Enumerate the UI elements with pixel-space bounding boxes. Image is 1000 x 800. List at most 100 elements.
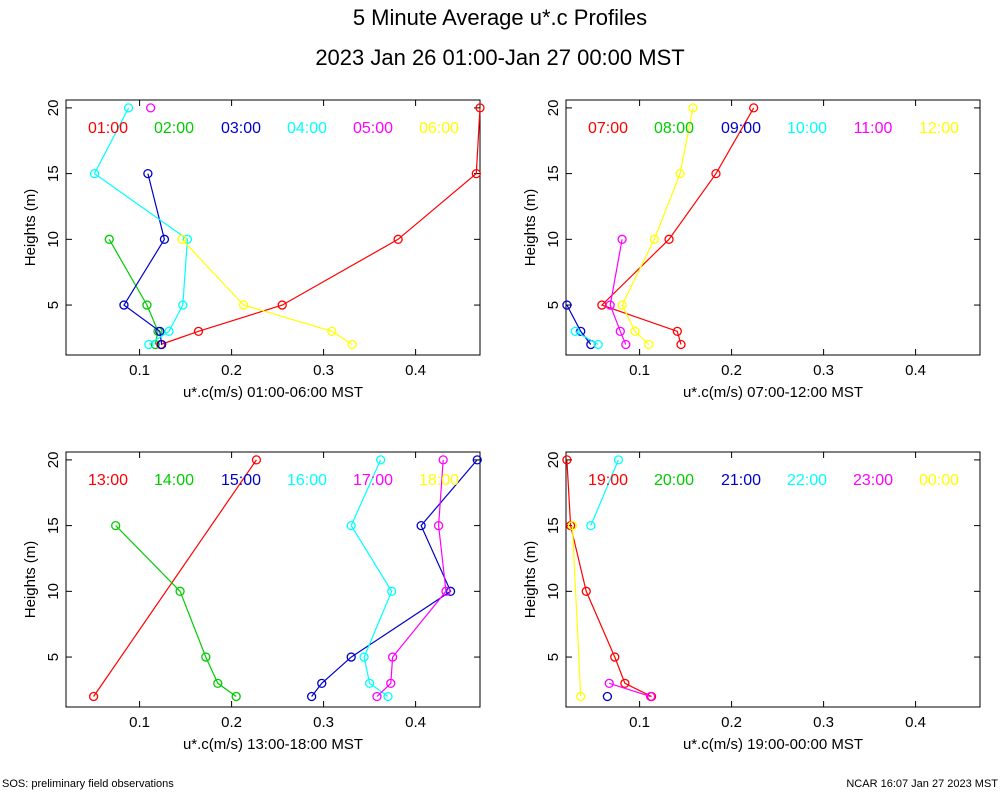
- legend-entry: 23:00: [853, 472, 893, 489]
- footer-left: SOS: preliminary field observations: [2, 778, 174, 790]
- data-point: [157, 339, 167, 350]
- data-point: [711, 168, 721, 179]
- legend-entry: 05:00: [353, 120, 393, 137]
- legend-entry: 15:00: [221, 472, 261, 489]
- data-point: [649, 234, 659, 244]
- y-tick-label: 5: [545, 301, 562, 309]
- data-point: [617, 234, 627, 244]
- data-point: [620, 678, 630, 688]
- data-point: [347, 339, 357, 350]
- y-tick-label: 20: [545, 452, 562, 469]
- legend-entry: 06:00: [419, 120, 459, 137]
- series-line: [609, 682, 651, 698]
- series-line: [181, 238, 353, 346]
- data-point: [581, 586, 591, 596]
- legend-entry: 01:00: [88, 120, 128, 137]
- legend-entry: 14:00: [154, 472, 194, 489]
- data-point: [416, 520, 426, 531]
- series-line: [590, 459, 619, 526]
- data-point: [346, 652, 356, 662]
- data-point: [387, 652, 398, 662]
- data-point: [231, 691, 241, 702]
- data-point: [676, 339, 686, 350]
- data-point: [438, 455, 448, 465]
- data-point: [159, 234, 170, 244]
- data-point: [570, 326, 580, 336]
- chart-title: 5 Minute Average u*.c Profiles: [353, 5, 647, 30]
- plot-frame: [565, 99, 981, 356]
- y-tick-label: 5: [45, 301, 62, 309]
- data-point: [164, 326, 174, 336]
- chart-panel: 0.1 0.2 0.3 0.4 5 10 15 20 u*.c(m/s) 07:00-12:00…: [522, 99, 981, 401]
- legend-entry: 00:00: [919, 472, 959, 489]
- data-point: [88, 691, 99, 702]
- series-line: [566, 459, 652, 698]
- data-point: [688, 103, 698, 113]
- legend-entry: 12:00: [919, 120, 959, 137]
- x-tick-label: 0.2: [721, 362, 742, 379]
- plot-frame: [65, 99, 481, 356]
- chart-subtitle: 2023 Jan 26 01:00-Jan 27 00:00 MST: [315, 45, 684, 70]
- x-tick-label: 0.3: [313, 714, 334, 731]
- x-tick-label: 0.4: [905, 362, 926, 379]
- x-tick-label: 0.3: [813, 714, 834, 731]
- data-point: [175, 586, 185, 596]
- series-line: [115, 525, 237, 697]
- data-point: [372, 691, 382, 702]
- data-point: [675, 168, 685, 179]
- data-point: [375, 455, 386, 465]
- data-point: [615, 326, 625, 336]
- data-point: [155, 326, 165, 336]
- data-point: [193, 326, 204, 336]
- data-point: [664, 234, 674, 244]
- data-point: [602, 691, 613, 702]
- chart-panel: 0.1 0.2 0.3 0.4 5 10 15 20 u*.c(m/s) 19:00-00:00…: [522, 451, 981, 753]
- y-tick-label: 10: [45, 583, 62, 600]
- data-point: [213, 678, 223, 688]
- series-line: [350, 459, 393, 697]
- panels-group: 0.1 0.2 0.3 0.4 5 10 15 20 u*.c(m/s) 01:00-06:00…: [22, 99, 981, 753]
- y-tick-label: 15: [545, 165, 562, 182]
- x-tick-label: 0.4: [905, 714, 926, 731]
- data-point: [567, 520, 578, 531]
- x-tick-label: 0.1: [629, 714, 650, 731]
- series-line: [160, 107, 481, 346]
- data-point: [201, 652, 211, 662]
- data-point: [387, 586, 397, 596]
- footer-right: NCAR 16:07 Jan 27 2023 MST: [846, 778, 998, 790]
- data-point: [182, 234, 193, 244]
- data-point: [610, 652, 620, 662]
- series-group: [562, 455, 657, 702]
- data-point: [393, 234, 403, 244]
- data-point: [617, 300, 627, 310]
- plot-frame: [565, 451, 981, 708]
- legend-entry: 17:00: [353, 472, 393, 489]
- data-point: [251, 455, 262, 465]
- y-tick-label: 10: [545, 583, 562, 600]
- x-tick-label: 0.2: [221, 362, 242, 379]
- data-point: [104, 234, 114, 244]
- data-point: [604, 678, 614, 688]
- data-point: [143, 168, 153, 179]
- series-line: [600, 107, 755, 345]
- data-point: [433, 520, 444, 531]
- legend-entry: 04:00: [287, 120, 327, 137]
- legend-entry: 03:00: [221, 120, 261, 137]
- series-line: [571, 525, 582, 697]
- data-point: [386, 678, 396, 688]
- y-axis-label: Heights (m): [522, 189, 539, 267]
- data-point: [576, 326, 586, 336]
- data-point: [630, 326, 640, 336]
- y-tick-label: 15: [545, 517, 562, 534]
- data-point: [672, 326, 682, 336]
- y-axis-label: Heights (m): [22, 541, 39, 619]
- y-tick-label: 20: [45, 452, 62, 469]
- data-point: [475, 103, 485, 113]
- legend-entry: 08:00: [654, 120, 694, 137]
- data-point: [613, 455, 624, 465]
- data-point: [644, 339, 654, 350]
- data-point: [586, 520, 596, 531]
- legend-entry: 20:00: [654, 472, 694, 489]
- series-line: [108, 239, 159, 345]
